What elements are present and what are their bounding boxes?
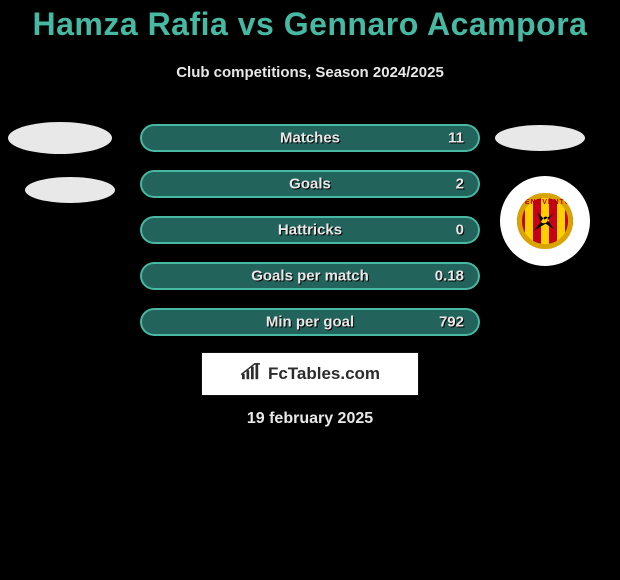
brand-inner: FcTables.com (240, 363, 380, 386)
crest-silhouette (528, 204, 561, 237)
brand-text: FcTables.com (268, 364, 380, 384)
stat-bar-fill (140, 124, 480, 152)
brand-chart-icon (240, 363, 262, 386)
stat-bar: Min per goal792 (140, 308, 480, 336)
left-oval-mid (25, 177, 115, 203)
club-crest-inner: BENEVENTO (517, 193, 573, 249)
stat-bar-fill (140, 216, 480, 244)
stat-bar: Goals per match0.18 (140, 262, 480, 290)
snapshot-date: 19 february 2025 (0, 410, 620, 428)
stat-bar-fill (140, 308, 480, 336)
stat-bar-fill (140, 170, 480, 198)
right-oval-top (495, 125, 585, 151)
brand-box[interactable]: FcTables.com (201, 352, 419, 396)
stat-bar: Hattricks0 (140, 216, 480, 244)
season-subtitle: Club competitions, Season 2024/2025 (0, 64, 620, 81)
stat-bar: Matches11 (140, 124, 480, 152)
stat-bar: Goals2 (140, 170, 480, 198)
club-crest: BENEVENTO (500, 176, 590, 266)
stat-bar-fill (140, 262, 480, 290)
left-oval-top (8, 122, 112, 154)
crest-text: BENEVENTO (517, 199, 573, 206)
comparison-title: Hamza Rafia vs Gennaro Acampora (0, 6, 620, 43)
